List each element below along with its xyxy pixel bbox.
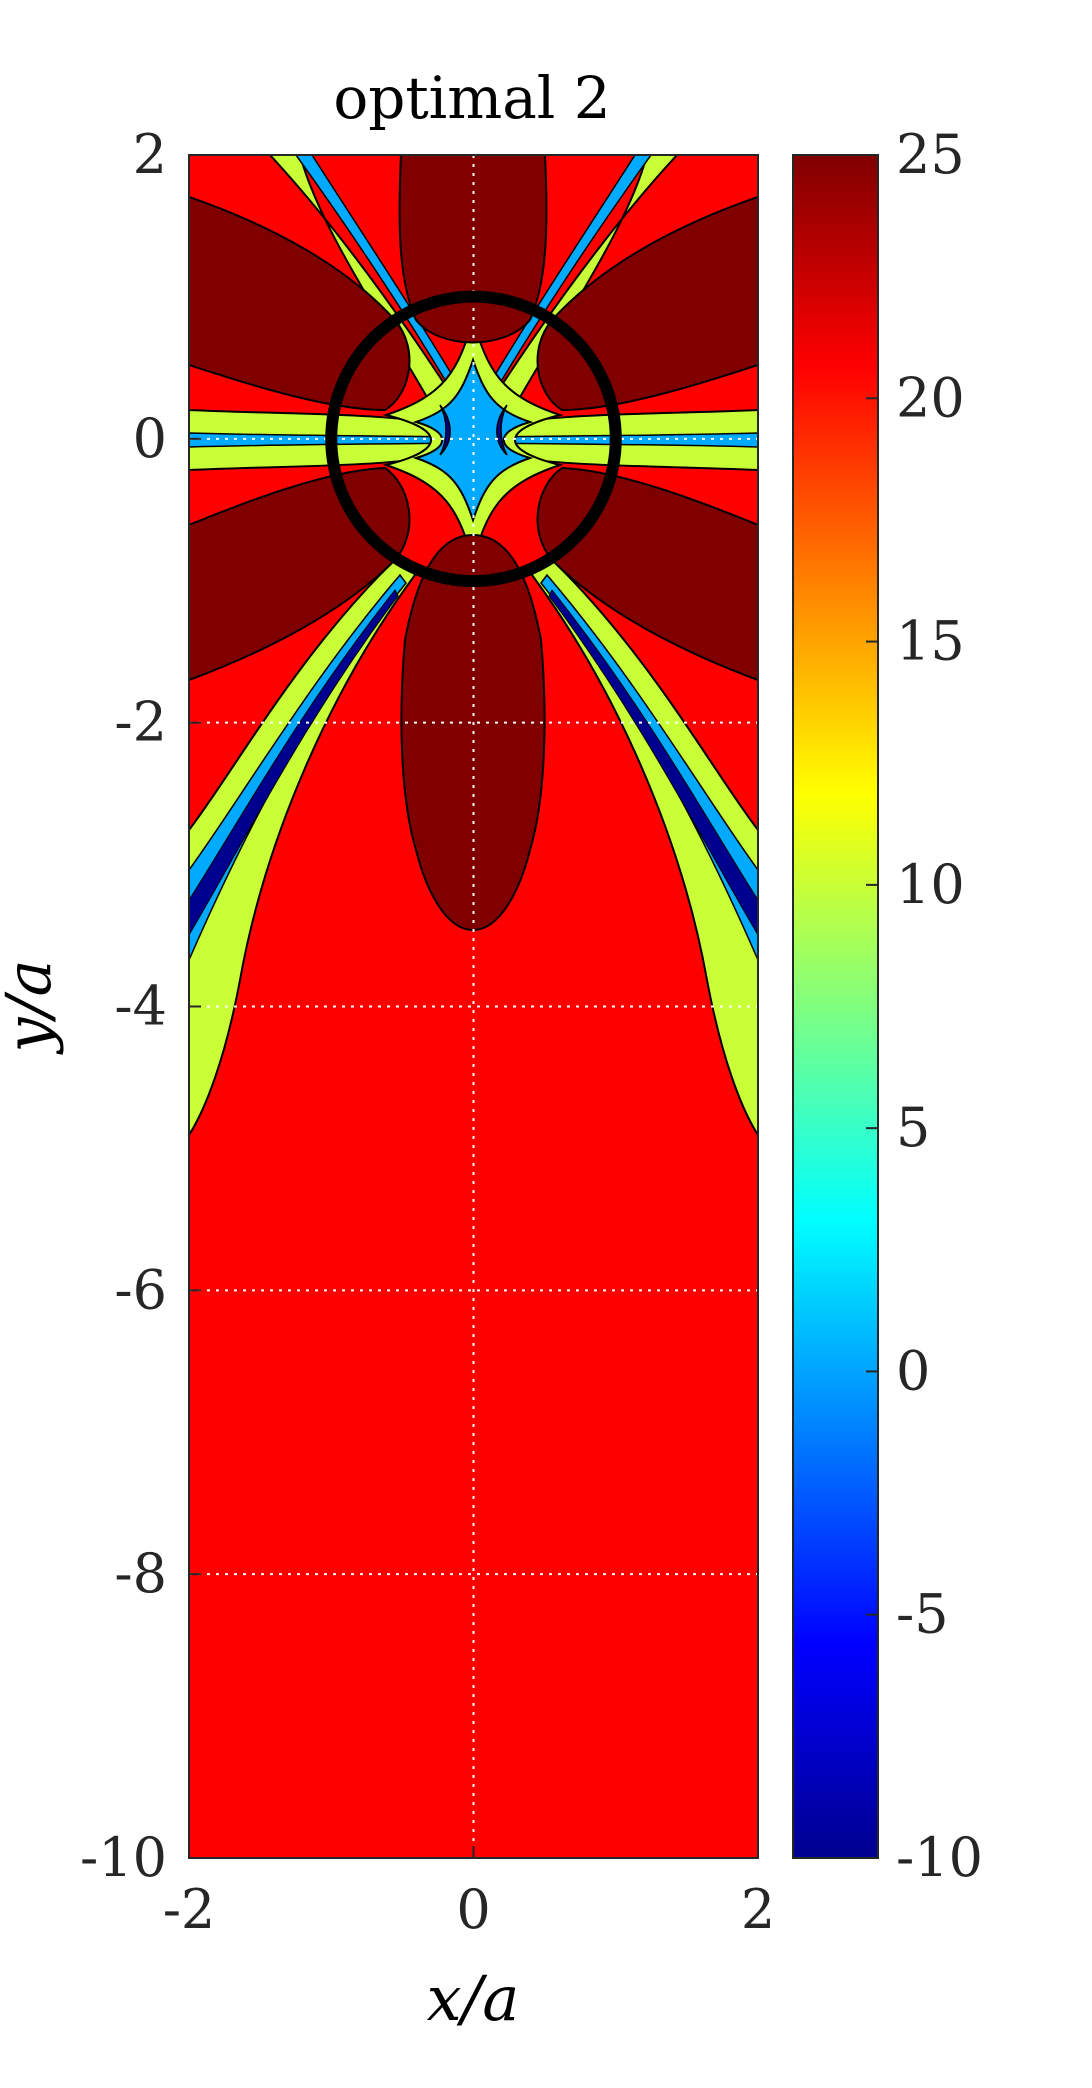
colorbar-ticks: 25 20 15 10 5 0 -5 -10 [866, 123, 983, 1889]
colorbar-tick-label: 25 [896, 123, 965, 186]
y-tick-label: -6 [114, 1258, 167, 1321]
x-tick-label: 2 [741, 1878, 775, 1941]
colorbar-tick-label: 15 [896, 610, 965, 673]
y-tick-label: -8 [114, 1542, 167, 1605]
contour-center-dark-blue-right [496, 404, 508, 456]
unit-circle [325, 290, 622, 588]
plot-area [189, 155, 758, 1858]
colorbar-tick-label: -10 [896, 1826, 983, 1889]
colorbar [792, 154, 879, 1859]
y-tick-label: -10 [80, 1826, 167, 1889]
contour-streak-lower-right [540, 573, 758, 961]
x-tick-label: -2 [163, 1878, 216, 1941]
y-tick-label: 0 [133, 407, 167, 470]
x-tick-label: 0 [456, 1878, 490, 1941]
colorbar-tick-label: -5 [896, 1583, 949, 1646]
colorbar-tick-label: 5 [896, 1096, 930, 1159]
y-tick-label: -2 [114, 691, 167, 754]
y-axis-label: y/a [0, 960, 65, 1056]
x-axis-label: x/a [427, 1962, 520, 2035]
y-tick-label: -4 [114, 975, 167, 1038]
contour-center-dark-blue-left [439, 404, 451, 456]
contour-streak-lower-left-core [189, 589, 399, 936]
chart-title: optimal 2 [333, 64, 610, 132]
y-tick-label: 2 [133, 123, 167, 186]
colorbar-tick-label: 10 [896, 853, 965, 916]
y-axis-ticks: 2 0 -2 -4 -6 -8 -10 [80, 123, 201, 1889]
contour-streak-lower-left [189, 573, 407, 961]
colorbar-tick-label: 20 [896, 366, 965, 429]
contour-center-light-blue [412, 356, 534, 524]
colorbar-tick-label: 0 [896, 1339, 930, 1402]
contour-streak-lower-right-core [548, 589, 758, 936]
x-axis-ticks: -2 0 2 [163, 1846, 775, 1941]
